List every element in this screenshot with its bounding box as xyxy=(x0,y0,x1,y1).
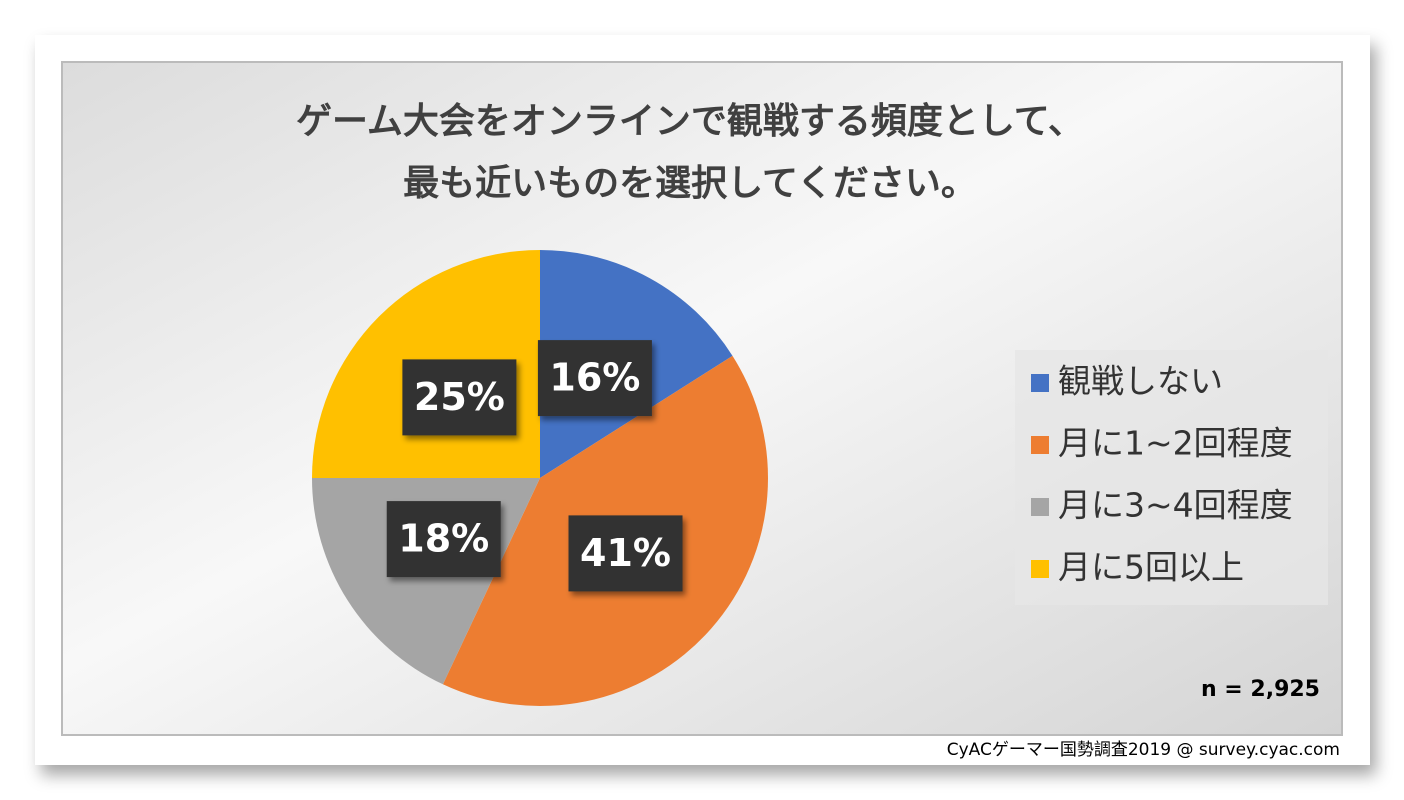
data-label-box xyxy=(402,359,517,436)
data-label-box xyxy=(386,501,501,578)
data-label-box xyxy=(568,515,683,592)
data-label: 41% xyxy=(580,531,671,575)
legend-swatch xyxy=(1031,498,1049,516)
data-label: 18% xyxy=(398,517,489,561)
source: CyACゲーマー国勢調査2019 @ survey.cyac.com xyxy=(947,740,1340,760)
legend-label: 観戦しない xyxy=(1058,362,1223,401)
legend-swatch xyxy=(1031,374,1049,392)
legend-box xyxy=(1015,350,1328,605)
legend-swatch xyxy=(1031,560,1049,578)
legend-label: 月に5回以上 xyxy=(1058,548,1244,587)
legend-label: 月に3~4回程度 xyxy=(1058,486,1293,525)
chart-title: ゲーム大会をオンラインで観戦する頻度として、 xyxy=(296,101,1084,142)
annotation: n = 2,925 xyxy=(1201,677,1320,702)
data-label-box xyxy=(537,340,652,417)
chart-title: 最も近いものを選択してください。 xyxy=(403,163,977,204)
legend-swatch xyxy=(1031,436,1049,454)
legend-label: 月に1~2回程度 xyxy=(1058,424,1293,463)
data-label: 16% xyxy=(549,356,640,400)
data-label: 25% xyxy=(414,375,505,419)
